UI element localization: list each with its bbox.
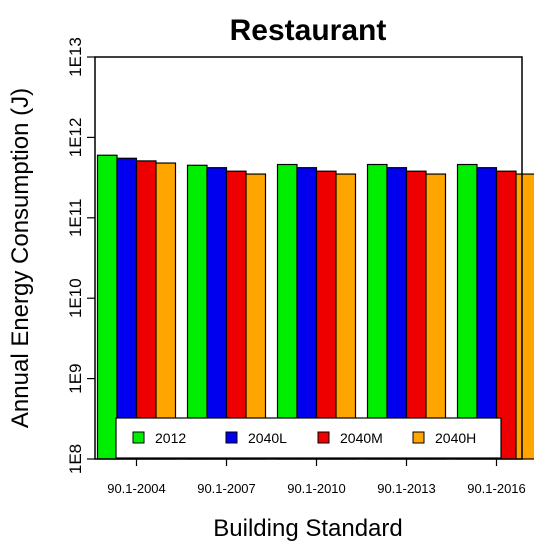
y-tick-label: 1E10 xyxy=(66,278,85,318)
bar-2040L-90.1-2007 xyxy=(206,167,228,460)
bar-2040M-90.1-2007 xyxy=(225,170,247,460)
legend-label-2040L: 2040L xyxy=(248,430,287,446)
bar-2040M-90.1-2013 xyxy=(405,170,427,460)
legend-swatch-2040L xyxy=(225,431,238,444)
x-tick-label: 90.1-2007 xyxy=(197,481,256,496)
bar-2040L-90.1-2010 xyxy=(296,167,318,460)
bar-2040H-90.1-2007 xyxy=(245,173,267,460)
y-tick-label: 1E13 xyxy=(66,37,85,77)
x-axis-label: Building Standard xyxy=(213,515,402,542)
y-axis-label: Annual Energy Consumption (J) xyxy=(7,88,34,428)
bar-2012-90.1-2016 xyxy=(456,163,478,460)
bar-2040L-90.1-2016 xyxy=(476,167,498,460)
x-tick-label: 90.1-2016 xyxy=(467,481,526,496)
legend: 2012 2040L 2040M 2040H xyxy=(115,417,502,459)
y-tick-label: 1E11 xyxy=(66,199,85,237)
bar-2040H-90.1-2013 xyxy=(425,173,447,460)
bar-2040L-90.1-2004 xyxy=(116,157,138,460)
legend-swatch-2040H xyxy=(412,431,425,444)
legend-swatch-2012 xyxy=(132,431,145,444)
bar-2040H-90.1-2010 xyxy=(335,173,357,460)
bars-group xyxy=(96,154,534,460)
x-axis: 90.1-2004 90.1-2007 90.1-2010 90.1-2013 90.1… xyxy=(107,459,526,496)
bar-2040L-90.1-2013 xyxy=(386,167,408,460)
plot-frame xyxy=(94,56,523,460)
y-axis: 1E8 1E9 1E10 1E11 1E12 1E13 xyxy=(66,37,95,474)
legend-label-2040H: 2040H xyxy=(435,430,476,446)
x-tick-label: 90.1-2013 xyxy=(377,481,436,496)
bar-2040M-90.1-2004 xyxy=(135,160,157,460)
bar-2040M-90.1-2016 xyxy=(495,170,517,460)
chart-title: Restaurant xyxy=(230,14,387,47)
bar-2012-90.1-2013 xyxy=(366,163,388,460)
y-tick-label: 1E12 xyxy=(66,118,85,158)
y-tick-label: 1E8 xyxy=(66,444,85,474)
legend-label-2040M: 2040M xyxy=(340,430,383,446)
legend-label-2012: 2012 xyxy=(155,430,186,446)
legend-swatch-2040M xyxy=(317,431,330,444)
bar-2012-90.1-2004 xyxy=(96,154,118,460)
x-tick-label: 90.1-2004 xyxy=(107,481,166,496)
bar-2040H-90.1-2016 xyxy=(515,173,534,460)
y-tick-label: 1E9 xyxy=(66,363,85,393)
bar-2040H-90.1-2004 xyxy=(155,162,177,460)
x-tick-label: 90.1-2010 xyxy=(287,481,346,496)
bar-2012-90.1-2010 xyxy=(276,163,298,460)
bar-2040M-90.1-2010 xyxy=(315,170,337,460)
bar-2012-90.1-2007 xyxy=(186,164,208,460)
legend-box xyxy=(115,417,502,459)
